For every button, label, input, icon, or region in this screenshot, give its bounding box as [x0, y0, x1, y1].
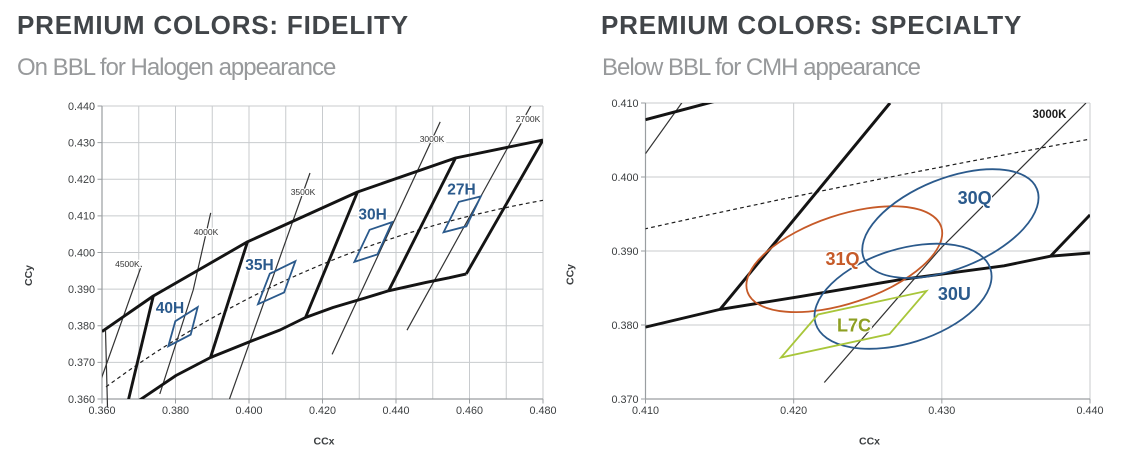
- svg-text:40H: 40H: [156, 300, 184, 317]
- svg-text:0.380: 0.380: [68, 321, 95, 333]
- svg-text:0.430: 0.430: [928, 405, 955, 417]
- svg-text:0.380: 0.380: [611, 320, 638, 332]
- svg-text:0.360: 0.360: [68, 394, 95, 406]
- svg-text:0.420: 0.420: [780, 405, 807, 417]
- svg-text:0.390: 0.390: [611, 246, 638, 258]
- svg-text:27H: 27H: [447, 181, 475, 198]
- svg-text:0.460: 0.460: [456, 405, 483, 417]
- svg-text:30U: 30U: [938, 284, 971, 304]
- svg-text:0.400: 0.400: [68, 247, 95, 259]
- svg-text:0.370: 0.370: [611, 394, 638, 406]
- svg-text:30Q: 30Q: [958, 188, 992, 208]
- svg-text:CCx: CCx: [313, 436, 334, 448]
- svg-text:31Q: 31Q: [825, 249, 859, 269]
- svg-text:L7C: L7C: [837, 315, 871, 335]
- svg-text:4000K: 4000K: [194, 227, 219, 237]
- svg-text:0.360: 0.360: [88, 405, 115, 417]
- svg-text:3000K: 3000K: [420, 134, 445, 144]
- svg-text:CCy: CCy: [565, 264, 577, 285]
- svg-text:CCx: CCx: [859, 436, 880, 448]
- svg-text:0.430: 0.430: [68, 137, 95, 149]
- svg-text:0.420: 0.420: [68, 174, 95, 186]
- svg-text:0.410: 0.410: [68, 211, 95, 223]
- svg-text:0.390: 0.390: [68, 284, 95, 296]
- svg-text:0.410: 0.410: [611, 98, 638, 110]
- svg-text:CCy: CCy: [23, 265, 35, 286]
- svg-text:0.440: 0.440: [68, 101, 95, 113]
- svg-text:0.440: 0.440: [382, 405, 409, 417]
- svg-text:0.400: 0.400: [611, 172, 638, 184]
- svg-text:0.480: 0.480: [529, 405, 556, 417]
- svg-text:0.410: 0.410: [632, 405, 659, 417]
- svg-text:0.440: 0.440: [1076, 405, 1103, 417]
- svg-text:0.370: 0.370: [68, 357, 95, 369]
- svg-text:0.380: 0.380: [162, 405, 189, 417]
- svg-text:3500K: 3500K: [291, 187, 316, 197]
- svg-text:0.420: 0.420: [309, 405, 336, 417]
- svg-text:30H: 30H: [358, 207, 386, 224]
- svg-text:0.400: 0.400: [235, 405, 262, 417]
- svg-text:4500K: 4500K: [115, 259, 140, 269]
- svg-text:2700K: 2700K: [516, 114, 541, 124]
- svg-text:35H: 35H: [245, 257, 273, 274]
- svg-text:3000K: 3000K: [1033, 109, 1068, 121]
